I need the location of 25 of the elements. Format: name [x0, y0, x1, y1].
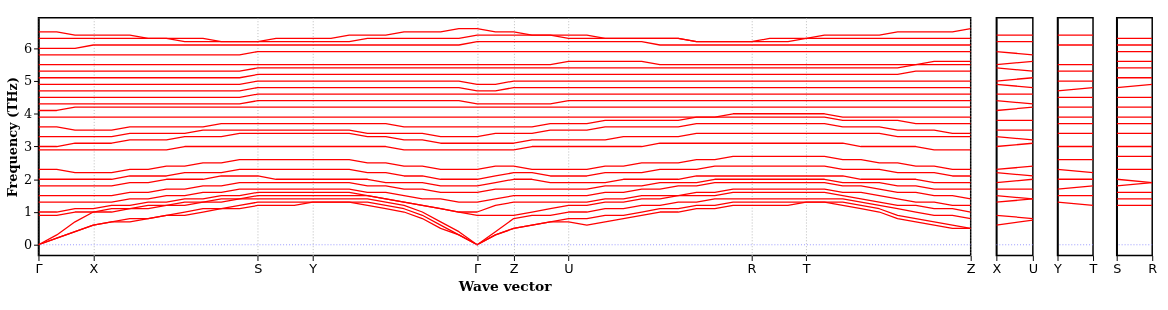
- x-tick-label: R: [1148, 260, 1158, 276]
- y-tick-label: 0: [23, 237, 33, 253]
- x-tick-label: Y: [308, 260, 318, 276]
- x-tick-label: T: [1088, 260, 1098, 276]
- x-tick-label: S: [1113, 260, 1122, 276]
- y-tick-label: 2: [23, 171, 33, 187]
- x-tick-label: Y: [1053, 260, 1063, 276]
- x-tick-label: Γ: [35, 260, 44, 276]
- y-tick-label: 5: [23, 73, 33, 89]
- x-tick-label: Z: [966, 260, 976, 276]
- y-tick-label: 6: [23, 40, 33, 56]
- x-tick-label: T: [801, 260, 811, 276]
- x-tick-label: Γ: [474, 260, 483, 276]
- y-tick-label: 1: [23, 204, 33, 220]
- x-tick-label: X: [89, 260, 99, 276]
- y-tick-label: 3: [23, 138, 33, 154]
- y-axis-title: Frequency (THz): [5, 77, 20, 198]
- x-tick-label: U: [1028, 260, 1039, 276]
- y-tick-label: 4: [23, 106, 33, 122]
- x-tick-label: Z: [509, 260, 519, 276]
- x-tick-label: X: [992, 260, 1002, 276]
- x-tick-label: S: [254, 260, 263, 276]
- x-axis-title: Wave vector: [457, 277, 553, 294]
- x-tick-label: R: [747, 260, 757, 276]
- x-tick-label: U: [564, 260, 574, 276]
